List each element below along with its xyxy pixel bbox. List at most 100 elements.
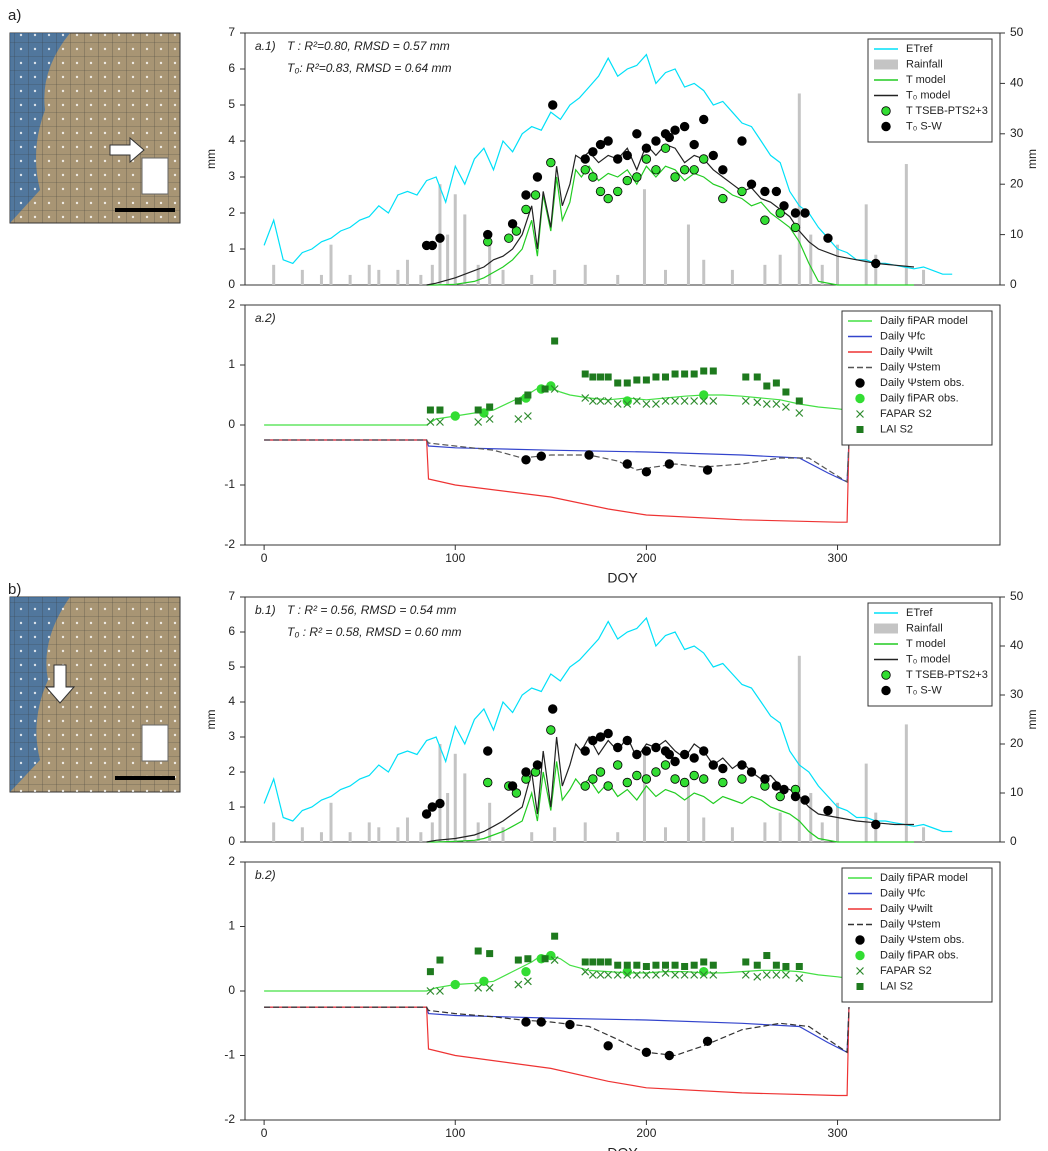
line: [426, 143, 915, 286]
line: [263, 616, 953, 833]
line: [264, 1006, 850, 1054]
y-tick-label: 0: [228, 417, 235, 431]
y2-tick-label: 0: [1010, 277, 1017, 291]
marker: [532, 172, 543, 182]
marker: [514, 956, 522, 964]
marker: [775, 208, 785, 218]
legend-swatch: [855, 935, 865, 945]
marker: [474, 983, 483, 992]
bar: [616, 274, 620, 285]
marker: [530, 190, 541, 200]
marker: [546, 725, 556, 735]
legend-swatch: [856, 410, 864, 418]
y-axis-label: mm: [204, 710, 218, 730]
y-tick-label: 4: [228, 133, 235, 147]
marker: [588, 970, 597, 979]
y-tick-label: 3: [228, 169, 235, 183]
bar: [820, 822, 824, 842]
marker: [718, 777, 728, 788]
legend-label: T₀ model: [906, 89, 950, 101]
marker: [690, 961, 698, 969]
marker: [651, 136, 661, 146]
marker: [708, 150, 718, 161]
marker: [521, 190, 531, 200]
x-tick-label: 0: [261, 1126, 268, 1140]
annotation: T : R² = 0.56, RMSD = 0.54 mm: [287, 603, 456, 617]
y2-axis-label: mm: [1025, 710, 1039, 730]
marker: [737, 774, 747, 784]
y-tick-label: 2: [228, 764, 235, 778]
panel-label: b): [8, 581, 21, 598]
marker: [795, 962, 803, 970]
marker: [690, 370, 698, 378]
marker: [521, 455, 531, 465]
marker: [782, 962, 790, 970]
marker: [436, 406, 444, 414]
marker: [614, 961, 622, 969]
marker: [483, 777, 493, 788]
bar: [463, 214, 467, 285]
bar: [272, 822, 276, 842]
legend-label: Daily fiPAR model: [880, 872, 968, 884]
marker: [772, 379, 780, 387]
panel-tag: b.1): [255, 603, 276, 617]
marker: [486, 950, 494, 958]
legend-label: ETref: [906, 607, 933, 619]
marker: [588, 397, 597, 405]
marker: [588, 172, 598, 182]
bar: [864, 763, 868, 842]
marker: [763, 952, 771, 960]
bar: [405, 817, 409, 842]
x-axis-label: DOY: [607, 1145, 638, 1151]
map-thumbnail: [9, 596, 181, 793]
marker: [604, 958, 612, 966]
marker: [709, 367, 717, 375]
marker: [762, 400, 771, 408]
line: [263, 53, 953, 275]
marker: [485, 415, 494, 423]
marker: [823, 233, 833, 243]
marker: [741, 970, 750, 979]
marker: [670, 774, 680, 784]
y-tick-label: 2: [228, 297, 235, 311]
marker: [680, 397, 689, 405]
marker: [613, 742, 623, 753]
bar: [763, 264, 767, 285]
marker: [699, 154, 709, 164]
marker: [746, 767, 757, 777]
bar: [702, 817, 706, 842]
marker: [760, 186, 770, 197]
y-tick-label: 3: [228, 729, 235, 743]
marker: [613, 186, 623, 197]
marker: [671, 961, 679, 969]
marker: [435, 233, 445, 243]
marker: [523, 977, 532, 986]
y-tick-label: 0: [228, 277, 235, 291]
marker: [662, 961, 670, 969]
y2-tick-label: 20: [1010, 736, 1024, 750]
marker: [550, 385, 559, 393]
legend-label: LAI S2: [880, 980, 913, 992]
marker: [603, 728, 613, 739]
marker: [871, 258, 881, 269]
bar: [446, 793, 450, 842]
marker: [536, 451, 546, 461]
annotation: T₀: R²=0.83, RMSD = 0.64 mm: [287, 61, 451, 75]
legend-label: Daily Ψwilt: [880, 903, 933, 915]
bar: [904, 724, 908, 842]
marker: [426, 406, 434, 414]
marker: [641, 143, 652, 153]
marker: [551, 337, 559, 345]
marker: [690, 397, 699, 405]
marker: [622, 459, 632, 469]
legend-box: [841, 310, 993, 446]
marker: [622, 777, 632, 788]
legend-swatch: [881, 106, 891, 116]
marker: [623, 379, 631, 387]
bar: [809, 793, 813, 842]
marker: [772, 400, 781, 408]
legend-label: Rainfall: [906, 622, 943, 634]
annotation: T : R²=0.80, RMSD = 0.57 mm: [287, 39, 450, 53]
bar: [686, 783, 690, 842]
